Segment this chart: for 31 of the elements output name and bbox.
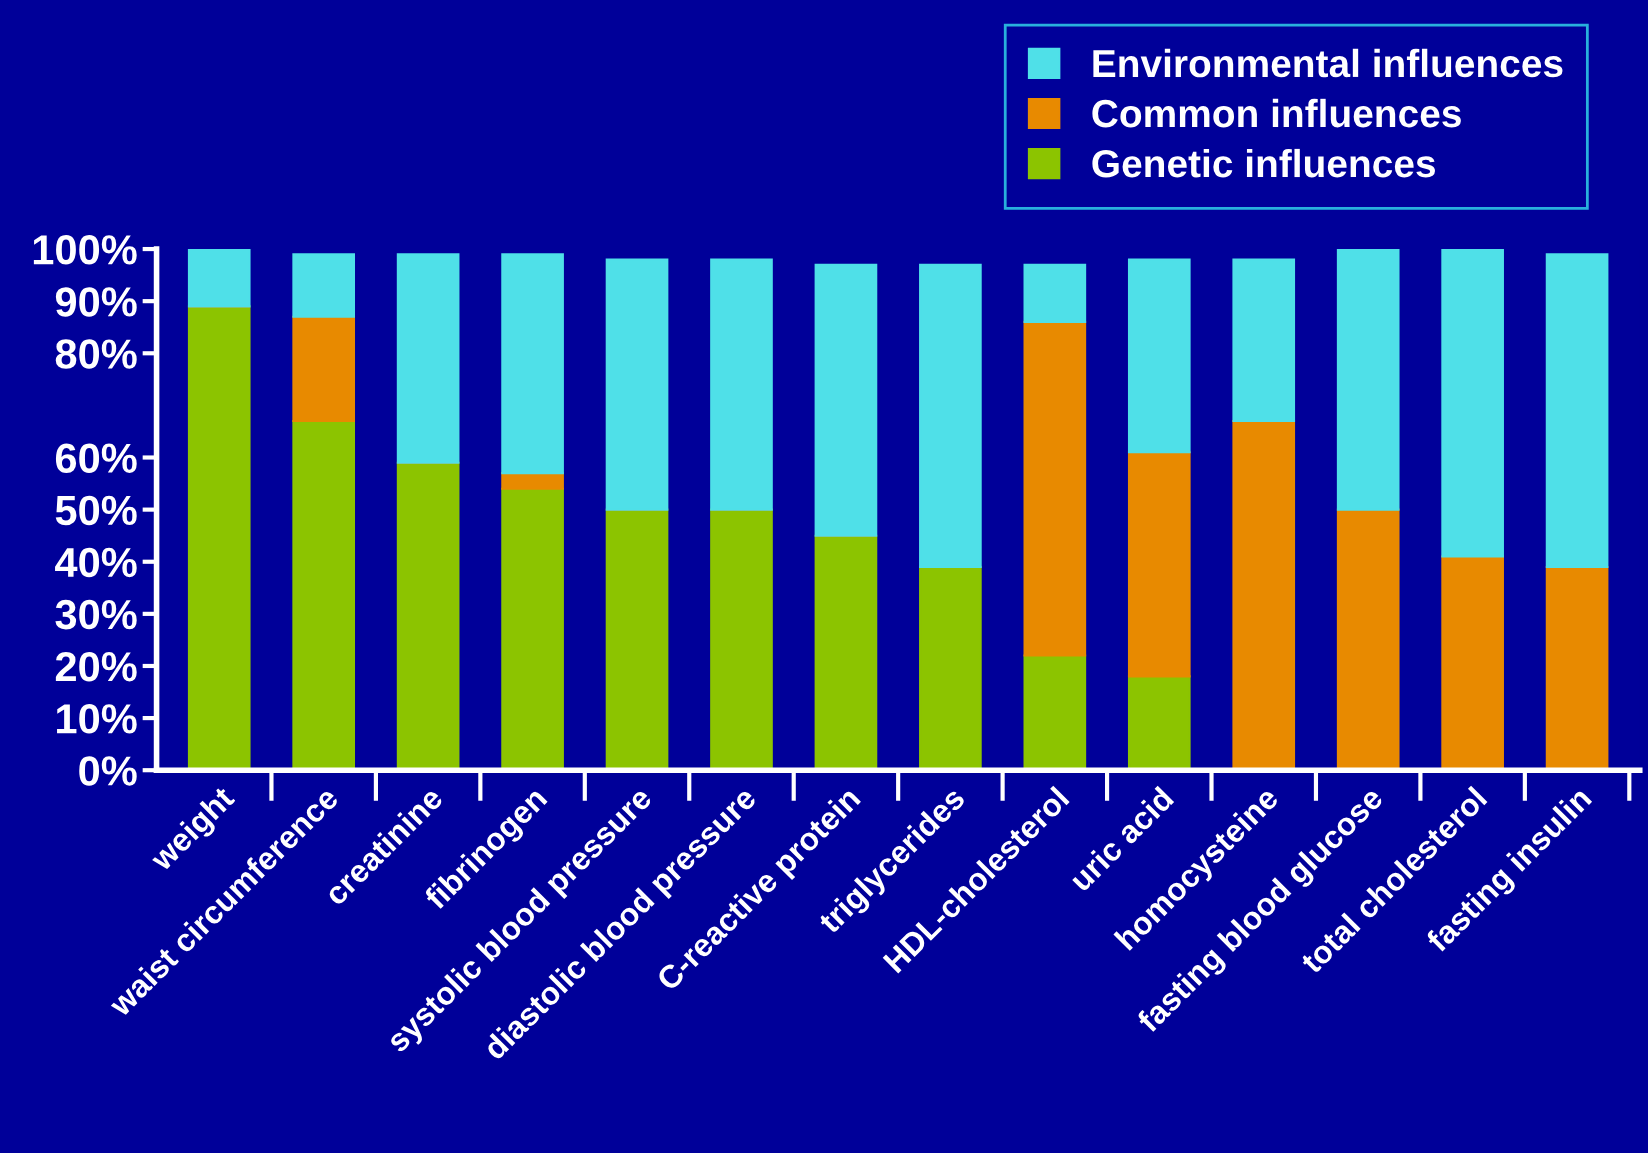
bar [1127, 451, 1191, 678]
bar [187, 249, 251, 308]
y-tick-label: 30% [55, 599, 137, 630]
bar [1023, 263, 1087, 324]
bar [292, 253, 356, 318]
legend-label: Genetic influences [1092, 148, 1435, 178]
y-tick-label: 50% [55, 495, 137, 526]
bar [605, 258, 669, 511]
bar [292, 315, 356, 423]
bar [1127, 258, 1191, 454]
bar [1441, 249, 1504, 558]
legend-label: Common influences [1092, 98, 1461, 128]
y-tick-label: 0% [79, 756, 137, 786]
bar [1232, 258, 1296, 423]
bar [710, 258, 773, 511]
y-tick-label: 20% [55, 651, 137, 682]
bar [919, 263, 982, 568]
y-tick-label: 40% [55, 547, 137, 578]
bar [1023, 320, 1087, 657]
bar [814, 263, 878, 537]
y-tick-label: 10% [57, 704, 137, 734]
y-tick-label: 100% [33, 235, 137, 265]
bar [501, 472, 564, 490]
y-tick-label: 60% [55, 443, 137, 474]
y-tick-label: 80% [55, 339, 137, 369]
bar [1336, 249, 1400, 511]
y-tick-label: 90% [55, 287, 137, 317]
legend-label: Environmental influences [1093, 48, 1563, 78]
bar [1545, 253, 1609, 568]
bar [501, 253, 564, 475]
bar [396, 253, 460, 464]
